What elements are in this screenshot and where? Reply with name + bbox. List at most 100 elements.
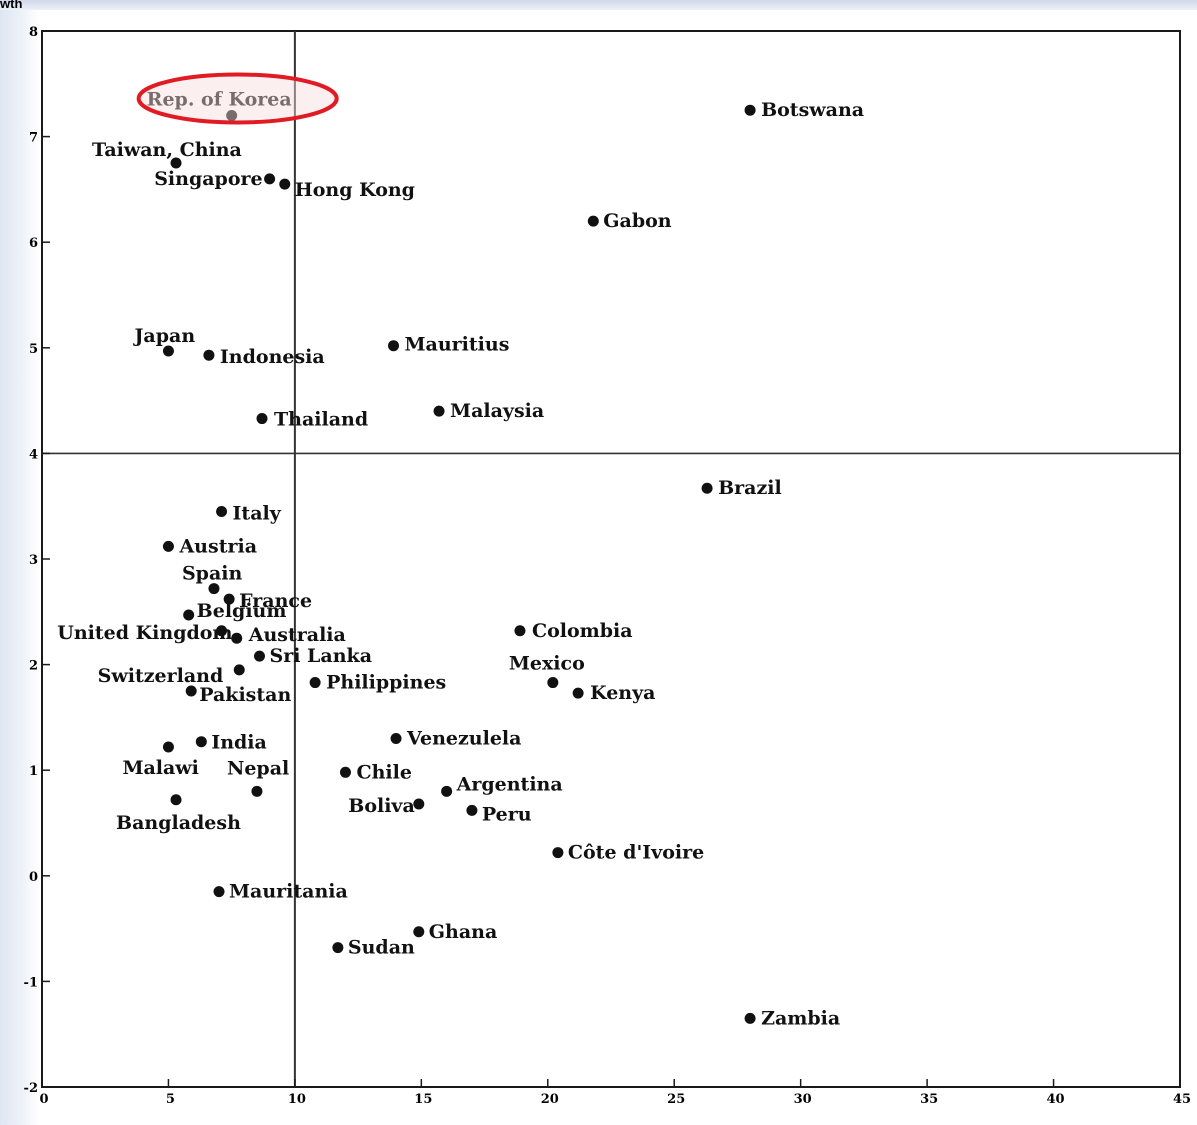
point-australia bbox=[231, 632, 243, 644]
label-india: India bbox=[211, 732, 267, 754]
label-bangladesh: Bangladesh bbox=[116, 812, 241, 834]
x-tick-label: 30 bbox=[794, 1092, 812, 1107]
x-tick-label: 0 bbox=[39, 1092, 48, 1107]
label-kenya: Kenya bbox=[590, 682, 655, 704]
label-mauritius: Mauritius bbox=[405, 334, 510, 356]
point-colombia bbox=[514, 625, 526, 637]
label-peru: Peru bbox=[482, 803, 532, 825]
label-mexico: Mexico bbox=[509, 653, 585, 675]
point-chile bbox=[339, 766, 351, 778]
x-tick-label: 25 bbox=[667, 1092, 685, 1107]
point-pakistan bbox=[185, 685, 197, 697]
point-indonesia bbox=[203, 349, 215, 361]
point-venezulela bbox=[390, 733, 402, 745]
y-tick-label: -2 bbox=[24, 1081, 38, 1096]
y-tick-label: 8 bbox=[29, 25, 38, 40]
point-italy bbox=[216, 505, 228, 517]
x-tick-label: 35 bbox=[920, 1092, 938, 1107]
plot-frame bbox=[41, 30, 1181, 1088]
point-boliva bbox=[413, 798, 425, 810]
label-japan: Japan bbox=[132, 325, 195, 347]
point-ghana bbox=[413, 926, 425, 938]
point-malawi bbox=[162, 741, 174, 753]
x-tick-label: 40 bbox=[1047, 1092, 1065, 1107]
point-rep-of-korea bbox=[226, 109, 238, 121]
label-gabon: Gabon bbox=[603, 210, 671, 232]
point-belgium bbox=[183, 609, 195, 621]
y-tick-label: 0 bbox=[29, 870, 38, 885]
point-nepal bbox=[251, 785, 263, 797]
y-tick-label: 6 bbox=[29, 236, 38, 251]
x-tick-label: 10 bbox=[288, 1092, 306, 1107]
label-austria: Austria bbox=[178, 535, 257, 557]
label-brazil: Brazil bbox=[718, 477, 782, 499]
x-tick-label: 45 bbox=[1173, 1092, 1191, 1107]
point-argentina bbox=[441, 785, 453, 797]
label-spain: Spain bbox=[182, 563, 243, 585]
point-india bbox=[195, 736, 207, 748]
point-switzerland bbox=[233, 664, 245, 676]
y-tick-label: 5 bbox=[29, 342, 38, 357]
label-singapore: Singapore bbox=[154, 168, 262, 190]
label-sudan: Sudan bbox=[348, 937, 415, 959]
label-indonesia: Indonesia bbox=[220, 346, 325, 368]
y-tick-label: 3 bbox=[29, 553, 38, 568]
label-philippines: Philippines bbox=[326, 672, 446, 694]
point-singapore bbox=[264, 173, 276, 185]
label-argentina: Argentina bbox=[456, 773, 563, 795]
label-malawi: Malawi bbox=[122, 757, 198, 779]
point-spain bbox=[208, 583, 220, 595]
point-botswana bbox=[744, 104, 756, 116]
label-pakistan: Pakistan bbox=[199, 684, 291, 706]
label-australia: Australia bbox=[248, 624, 346, 646]
label-malaysia: Malaysia bbox=[450, 400, 544, 422]
y-tick-label: 7 bbox=[29, 131, 38, 146]
label-belgium: Belgium bbox=[197, 600, 287, 622]
label-nepal: Nepal bbox=[227, 757, 289, 779]
data-points bbox=[162, 104, 756, 1024]
point-malaysia bbox=[433, 405, 445, 417]
label-italy: Italy bbox=[233, 502, 282, 524]
highlight-ellipse bbox=[136, 72, 339, 125]
point-zambia bbox=[744, 1012, 756, 1024]
label-mauritania: Mauritania bbox=[229, 881, 348, 903]
label-chile: Chile bbox=[356, 761, 411, 783]
point-mauritania bbox=[213, 886, 225, 898]
label-france: France bbox=[239, 590, 312, 612]
label-zambia: Zambia bbox=[761, 1007, 840, 1029]
label-boliva: Boliva bbox=[348, 795, 415, 817]
label-rep-of-korea: Rep. of Korea bbox=[147, 88, 292, 110]
point-gabon bbox=[587, 215, 599, 227]
point-brazil bbox=[701, 482, 713, 494]
label-ghana: Ghana bbox=[429, 921, 497, 943]
point-philippines bbox=[309, 677, 321, 689]
point-mauritius bbox=[388, 340, 400, 352]
point-sudan bbox=[332, 942, 344, 954]
point-taiwan-china bbox=[170, 157, 182, 169]
y-tick-label: -1 bbox=[24, 975, 38, 990]
point-austria bbox=[162, 540, 174, 552]
slide-top-strip bbox=[0, 0, 1197, 10]
label-venezulela: Venezulela bbox=[406, 728, 521, 750]
point-sri-lanka bbox=[253, 650, 265, 662]
y-tick-label: 1 bbox=[29, 764, 38, 779]
label-cote-d-ivoire: Côte d'Ivoire bbox=[568, 842, 704, 864]
label-switzerland: Switzerland bbox=[98, 665, 224, 687]
label-united-kingdom: United Kingdom bbox=[57, 622, 232, 644]
x-tick-label: 15 bbox=[414, 1092, 432, 1107]
label-taiwan-china: Taiwan, China bbox=[92, 139, 242, 161]
point-kenya bbox=[572, 687, 584, 699]
point-cote-d-ivoire bbox=[552, 847, 564, 859]
label-botswana: Botswana bbox=[761, 99, 864, 121]
label-hong-kong: Hong Kong bbox=[295, 179, 415, 201]
point-france bbox=[223, 593, 235, 605]
y-tick-label: 4 bbox=[29, 447, 38, 462]
x-tick-label: 5 bbox=[166, 1092, 175, 1107]
label-sri-lanka: Sri Lanka bbox=[269, 645, 372, 667]
point-japan bbox=[162, 345, 174, 357]
point-mexico bbox=[547, 677, 559, 689]
point-bangladesh bbox=[170, 794, 182, 806]
point-labels: Rep. of Korea Botswana Taiwan, China Singap… bbox=[57, 88, 864, 1029]
